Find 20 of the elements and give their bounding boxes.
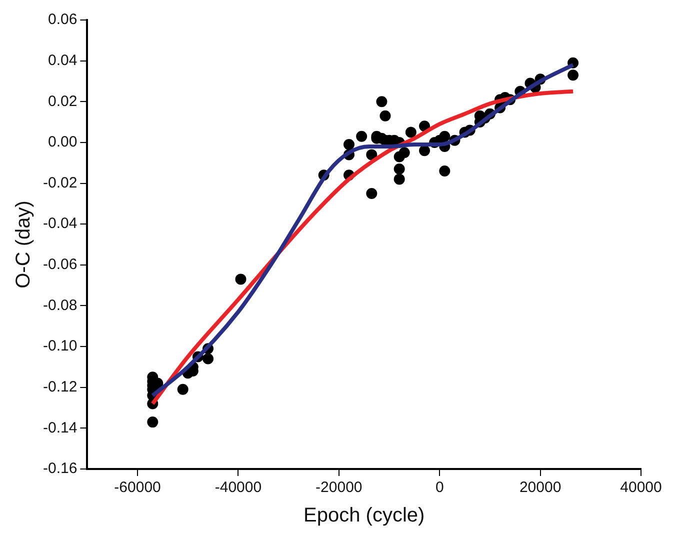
y-tick-label: -0.14 [42, 419, 78, 436]
y-tick-label: -0.10 [42, 338, 78, 355]
x-tick-label: 20000 [519, 479, 562, 496]
y-tick-label: -0.02 [42, 174, 78, 192]
y-tick-label: 0.06 [48, 11, 78, 28]
y-tick-label: -0.04 [42, 215, 78, 232]
y-tick-label: -0.16 [42, 460, 78, 478]
y-tick-label: 0.02 [48, 92, 78, 110]
y-tick-label: 0.00 [48, 134, 78, 151]
y-axis-title: O-C (day) [12, 200, 35, 288]
x-axis-title: Epoch (cycle) [304, 504, 425, 527]
y-tick-label: -0.12 [42, 378, 78, 396]
y-tick-label: 0.04 [48, 52, 78, 69]
y-tick-label: -0.08 [42, 296, 78, 314]
x-tick-label: 0 [435, 479, 444, 496]
y-tick-label: -0.06 [42, 256, 78, 274]
x-tick-label: -60000 [114, 479, 161, 496]
x-tick-label: 40000 [620, 479, 662, 496]
x-tick-label: -40000 [214, 479, 262, 496]
x-tick-label: -20000 [316, 479, 362, 496]
